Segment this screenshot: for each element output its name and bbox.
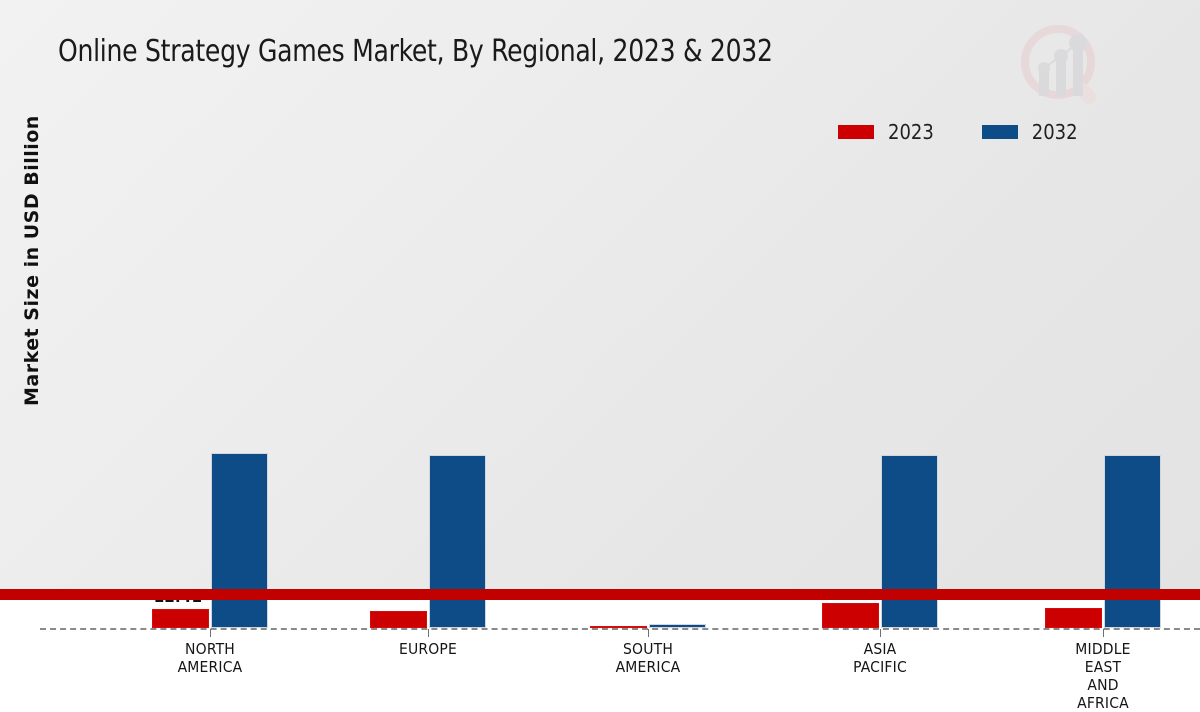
x-axis-category-label: MIDDLE EAST AND AFRICA bbox=[1013, 640, 1193, 712]
category-label-line: ASIA bbox=[863, 640, 897, 658]
category-label-line: EUROPE bbox=[398, 640, 458, 658]
x-axis-tick bbox=[880, 629, 881, 637]
bar-2023[interactable] bbox=[590, 626, 647, 628]
footer-accent-bar bbox=[0, 589, 1200, 600]
bar-2032[interactable] bbox=[211, 453, 268, 628]
bar-2032[interactable] bbox=[1104, 455, 1161, 628]
x-axis-tick bbox=[648, 629, 649, 637]
bar-2032[interactable] bbox=[881, 455, 938, 628]
legend-swatch-2023-icon bbox=[838, 125, 874, 139]
x-axis-tick bbox=[1103, 629, 1104, 637]
legend-label-2032: 2032 bbox=[1031, 120, 1078, 144]
x-axis-category-label: EUROPE bbox=[338, 640, 518, 658]
x-axis-category-label: ASIA PACIFIC bbox=[790, 640, 970, 676]
bar-2032[interactable] bbox=[429, 455, 486, 628]
category-label-line: AMERICA bbox=[177, 658, 243, 676]
page-title: Online Strategy Games Market, By Regiona… bbox=[58, 34, 773, 69]
bar-2023[interactable] bbox=[1045, 608, 1102, 628]
legend-swatch-2032-icon bbox=[981, 125, 1018, 139]
x-axis-tick bbox=[428, 629, 429, 637]
x-axis-baseline bbox=[40, 628, 1200, 630]
category-label-line: AND bbox=[1087, 676, 1119, 694]
magnifier-bar-chart-logo-icon bbox=[1012, 18, 1116, 118]
bar-2023[interactable] bbox=[370, 611, 427, 628]
category-label-line: PACIFIC bbox=[853, 658, 907, 676]
chart-legend: 2023 2032 bbox=[838, 120, 1078, 144]
category-label-line: SOUTH bbox=[622, 640, 674, 658]
bar-2032[interactable] bbox=[649, 624, 706, 628]
legend-item-2023[interactable]: 2023 bbox=[838, 120, 934, 144]
bar-2023[interactable] bbox=[822, 603, 879, 628]
category-label-line: EAST bbox=[1084, 658, 1122, 676]
x-axis-category-label: NORTH AMERICA bbox=[120, 640, 300, 676]
category-label-line: AMERICA bbox=[615, 658, 681, 676]
category-label-line: AFRICA bbox=[1077, 694, 1129, 712]
category-label-line: MIDDLE bbox=[1075, 640, 1131, 658]
category-label-line: NORTH bbox=[185, 640, 235, 658]
legend-label-2023: 2023 bbox=[888, 120, 934, 144]
bar-2023[interactable]: 12.41 bbox=[152, 587, 209, 628]
x-axis-tick bbox=[210, 629, 211, 637]
plot-area: 12.41 NORTHAMERICAEUROPESOUTHAMERICAASIA… bbox=[40, 160, 1200, 712]
legend-item-2032[interactable]: 2032 bbox=[981, 120, 1078, 144]
x-axis-category-label: SOUTH AMERICA bbox=[558, 640, 738, 676]
